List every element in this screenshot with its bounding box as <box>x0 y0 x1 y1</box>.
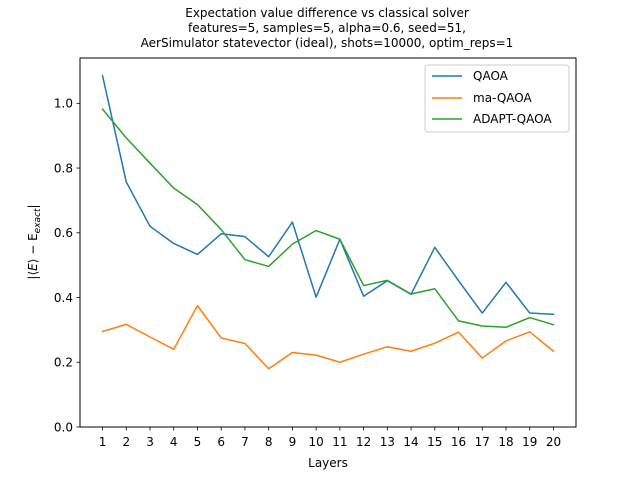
legend-label-adapt-qaoa: ADAPT-QAOA <box>473 112 552 126</box>
series-line-ma-qaoa <box>101 304 555 370</box>
title-line-3: AerSimulator statevector (ideal), shots=… <box>141 36 514 50</box>
legend: QAOA ma-QAOA ADAPT-QAOA <box>424 64 570 133</box>
y-tick-label: 0.4 <box>54 291 73 305</box>
x-tick-label: 20 <box>546 435 561 449</box>
series-layer <box>101 74 555 370</box>
y-axis-label: |⟨E⟩ − Eexact| <box>26 204 43 279</box>
legend-label-ma-qaoa: ma-QAOA <box>473 91 532 105</box>
y-tick-label: 0.8 <box>54 161 73 175</box>
legend-box <box>424 64 570 133</box>
x-tick-label: 15 <box>427 435 442 449</box>
title-line-2: features=5, samples=5, alpha=0.6, seed=5… <box>188 21 466 35</box>
y-tick-label: 0.6 <box>54 226 73 240</box>
y-axis-ticks: 0.0 0.2 0.4 0.6 0.8 1.0 <box>54 97 80 434</box>
x-tick-label: 2 <box>122 435 130 449</box>
x-tick-label: 19 <box>522 435 537 449</box>
y-tick-label: 0.0 <box>54 420 73 434</box>
x-tick-label: 1 <box>99 435 107 449</box>
x-tick-label: 16 <box>451 435 466 449</box>
x-axis-label: Layers <box>308 456 348 470</box>
legend-label-qaoa: QAOA <box>473 69 509 83</box>
plot-frame <box>79 57 577 428</box>
chart-title: Expectation value difference vs classica… <box>141 6 514 50</box>
x-tick-label: 11 <box>332 435 347 449</box>
x-axis-ticks: 1 2 3 4 5 6 7 8 9 10 11 12 13 14 15 16 17 18 19 20 <box>99 427 561 449</box>
title-line-1: Expectation value difference vs classica… <box>185 6 469 20</box>
x-tick-label: 6 <box>217 435 225 449</box>
x-tick-label: 17 <box>475 435 490 449</box>
x-tick-label: 10 <box>308 435 323 449</box>
series-line-adapt-qaoa <box>101 108 555 329</box>
series-line-qaoa <box>101 74 555 316</box>
x-tick-label: 9 <box>289 435 297 449</box>
x-tick-label: 3 <box>146 435 154 449</box>
y-tick-label: 0.2 <box>54 356 73 370</box>
x-tick-label: 18 <box>498 435 513 449</box>
x-tick-label: 8 <box>265 435 273 449</box>
x-tick-label: 7 <box>241 435 249 449</box>
y-tick-label: 1.0 <box>54 97 73 111</box>
x-tick-label: 13 <box>380 435 395 449</box>
x-tick-label: 4 <box>170 435 178 449</box>
x-tick-label: 12 <box>356 435 371 449</box>
x-tick-label: 14 <box>403 435 418 449</box>
x-tick-label: 5 <box>194 435 202 449</box>
